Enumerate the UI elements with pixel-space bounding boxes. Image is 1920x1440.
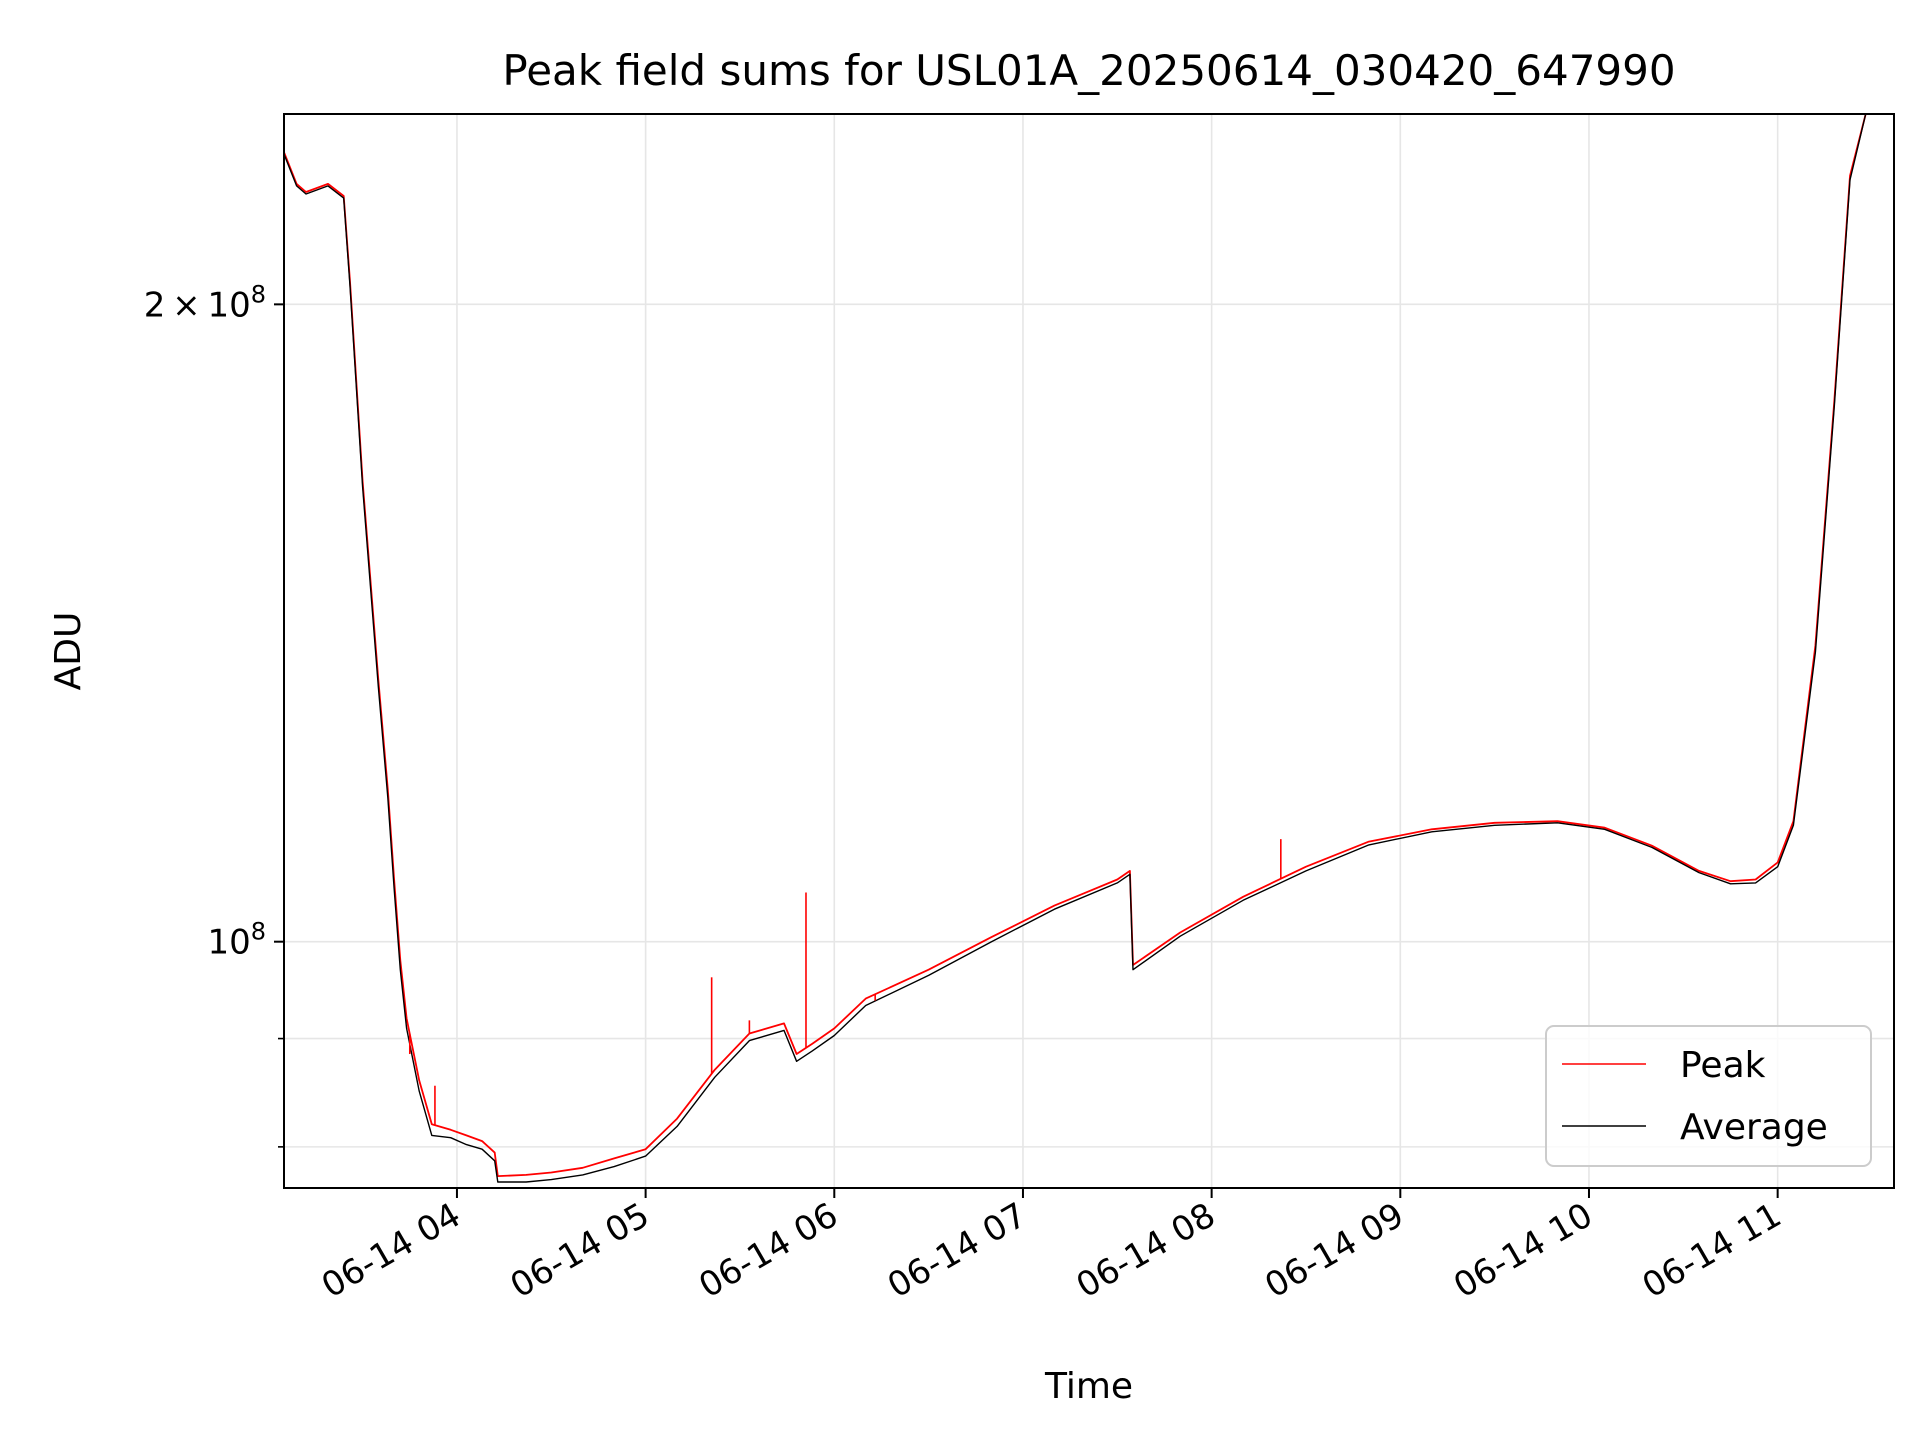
grid <box>284 114 1894 1188</box>
legend-average-label: Average <box>1680 1107 1828 1148</box>
legend: Peak Average <box>1545 1025 1872 1167</box>
plot-frame <box>283 113 1895 1189</box>
series-average-line <box>284 114 1867 1183</box>
series-layer <box>284 114 1867 1183</box>
y-axis-label: ADU <box>48 612 89 691</box>
legend-peak-label: Peak <box>1680 1045 1766 1086</box>
y-tick-label: 2 × 108 <box>144 280 266 325</box>
x-axis-label: Time <box>1044 1366 1133 1407</box>
legend-box <box>1545 1025 1872 1167</box>
chart-title: Peak field sums for USL01A_20250614_0304… <box>502 46 1675 95</box>
